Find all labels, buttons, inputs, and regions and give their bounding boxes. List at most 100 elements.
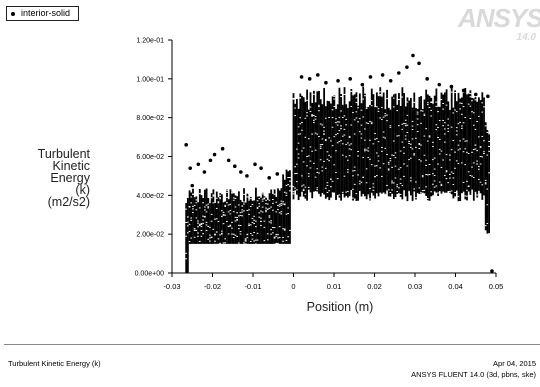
data-point-gap: [222, 214, 225, 216]
data-point-gap: [188, 240, 191, 242]
data-point-column: [474, 97, 477, 192]
data-point-gap: [418, 144, 421, 146]
data-point-gap: [238, 224, 240, 226]
data-point-column: [338, 87, 341, 198]
data-point-gap: [268, 199, 271, 201]
data-point-gap: [375, 152, 378, 154]
data-point-gap: [358, 180, 361, 182]
data-point-gap: [420, 122, 422, 124]
data-point-gap: [387, 189, 390, 191]
data-point-gap: [335, 122, 337, 124]
data-point-gap: [238, 228, 240, 230]
data-point-gap: [256, 239, 259, 241]
data-point-gap: [345, 191, 348, 193]
data-point-gap: [209, 226, 211, 228]
data-point-gap: [311, 150, 314, 152]
data-point-gap: [340, 125, 343, 127]
data-point-gap: [460, 162, 463, 164]
data-point-gap: [239, 214, 242, 216]
data-point-gap: [304, 186, 307, 188]
y-tick-label: 1.20e-01: [136, 38, 164, 45]
data-point-column: [244, 202, 247, 244]
data-point-gap: [313, 162, 315, 164]
data-point-column: [355, 92, 358, 201]
data-point-gap: [212, 228, 215, 230]
data-point-gap: [263, 197, 266, 199]
data-point: [220, 146, 225, 151]
data-point-gap: [340, 96, 343, 98]
data-point-gap: [358, 183, 361, 185]
data-point-gap: [275, 233, 278, 235]
data-point-gap: [188, 230, 191, 232]
data-point: [411, 53, 415, 58]
data-point-gap: [238, 242, 240, 244]
data-point-gap: [328, 137, 331, 139]
data-point-gap: [450, 171, 453, 173]
data-point-gap: [384, 193, 387, 195]
data-point-gap: [280, 203, 283, 205]
data-point-gap: [362, 98, 365, 100]
data-point-gap: [435, 105, 438, 107]
data-point-gap: [313, 119, 315, 121]
data-point-gap: [283, 203, 286, 205]
data-point-column: [340, 94, 343, 201]
data-point-gap: [469, 105, 472, 107]
data-point-gap: [205, 229, 208, 231]
data-point-gap: [471, 175, 474, 177]
data-point-gap: [323, 160, 326, 162]
data-point-gap: [330, 140, 332, 142]
data-point-gap: [355, 117, 358, 119]
data-point-gap: [282, 240, 285, 242]
data-point-gap: [205, 224, 208, 226]
data-point-gap: [454, 151, 456, 153]
data-point-gap: [386, 184, 388, 186]
data-point-column: [224, 201, 227, 244]
data-point-column: [296, 98, 298, 195]
data-point-column: [462, 92, 465, 192]
data-point-column: [440, 92, 443, 194]
data-point-gap: [273, 236, 276, 238]
data-point-gap: [486, 204, 489, 206]
data-point-gap: [301, 175, 303, 177]
data-point-gap: [409, 157, 412, 159]
data-point-gap: [484, 179, 487, 181]
data-point-gap: [452, 140, 455, 142]
data-point-gap: [248, 225, 251, 227]
data-point-gap: [467, 185, 470, 187]
data-point-gap: [381, 150, 383, 152]
data-point-gap: [423, 189, 426, 191]
data-point-gap: [328, 160, 331, 162]
data-point-gap: [229, 225, 232, 227]
data-point-gap: [282, 236, 285, 238]
data-point-gap: [324, 167, 327, 169]
data-point-column: [217, 197, 220, 244]
data-point-gap: [203, 215, 206, 217]
data-point-gap: [186, 225, 189, 227]
data-point-gap: [379, 91, 382, 93]
data-point-gap: [302, 161, 305, 163]
data-point-column: [266, 199, 269, 244]
data-point-gap: [353, 119, 356, 121]
x-tick-label: -0.03: [163, 282, 180, 291]
data-point-column: [265, 197, 268, 244]
data-point-gap: [408, 192, 411, 194]
data-point-gap: [202, 219, 205, 221]
data-point-gap: [406, 101, 409, 103]
data-point-gap: [350, 105, 353, 107]
data-point-gap: [452, 177, 455, 179]
data-point-gap: [476, 121, 479, 123]
data-point-gap: [462, 181, 465, 183]
data-point-gap: [396, 135, 399, 137]
data-point-gap: [428, 174, 431, 176]
data-point-gap: [438, 120, 441, 122]
data-point-gap: [381, 146, 383, 148]
data-point-gap: [348, 144, 351, 146]
legend-marker-icon: [11, 11, 15, 16]
data-point-gap: [416, 118, 419, 120]
logo-version: 14.0: [516, 32, 536, 43]
data-point-gap: [215, 231, 218, 233]
data-point-gap: [391, 180, 394, 182]
data-point-gap: [192, 205, 194, 207]
data-point-gap: [261, 198, 264, 200]
data-point-column: [372, 94, 375, 196]
